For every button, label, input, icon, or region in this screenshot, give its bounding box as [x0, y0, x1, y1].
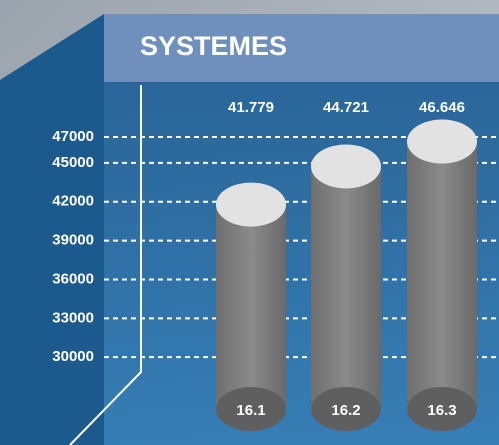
y-tick-label: 39000 [52, 232, 94, 249]
bar-cap [311, 144, 381, 189]
y-tick-label: 33000 [52, 309, 94, 326]
y-tick-label: 42000 [52, 193, 94, 210]
bars: 16.1 41.779 16.2 44.721 16.3 46.646 [216, 99, 477, 431]
y-tick-label: 30000 [52, 348, 94, 365]
value-label: 44.721 [323, 99, 369, 116]
value-label: 41.779 [228, 99, 274, 116]
bar [216, 204, 286, 409]
x-tick-label: 16.2 [331, 402, 360, 419]
title-band [104, 14, 499, 82]
bar [311, 166, 381, 409]
y-tick-label: 47000 [52, 128, 94, 145]
side-panel [0, 14, 104, 445]
x-tick-label: 16.1 [236, 402, 265, 419]
bar-base [216, 387, 286, 431]
y-tick-label: 45000 [52, 154, 94, 171]
axis-line [69, 85, 142, 445]
bar-cap [407, 119, 477, 164]
bar [407, 141, 477, 409]
bar-base [311, 387, 381, 431]
y-tick-label: 36000 [52, 270, 94, 287]
value-label: 46.646 [419, 99, 465, 116]
grid: 47000 45000 42000 39000 36000 33000 30000 [52, 128, 499, 365]
bar-base [407, 387, 477, 431]
chart-title: SYSTEMES [140, 31, 287, 61]
bar-cap [216, 182, 286, 227]
x-tick-label: 16.3 [427, 402, 456, 419]
